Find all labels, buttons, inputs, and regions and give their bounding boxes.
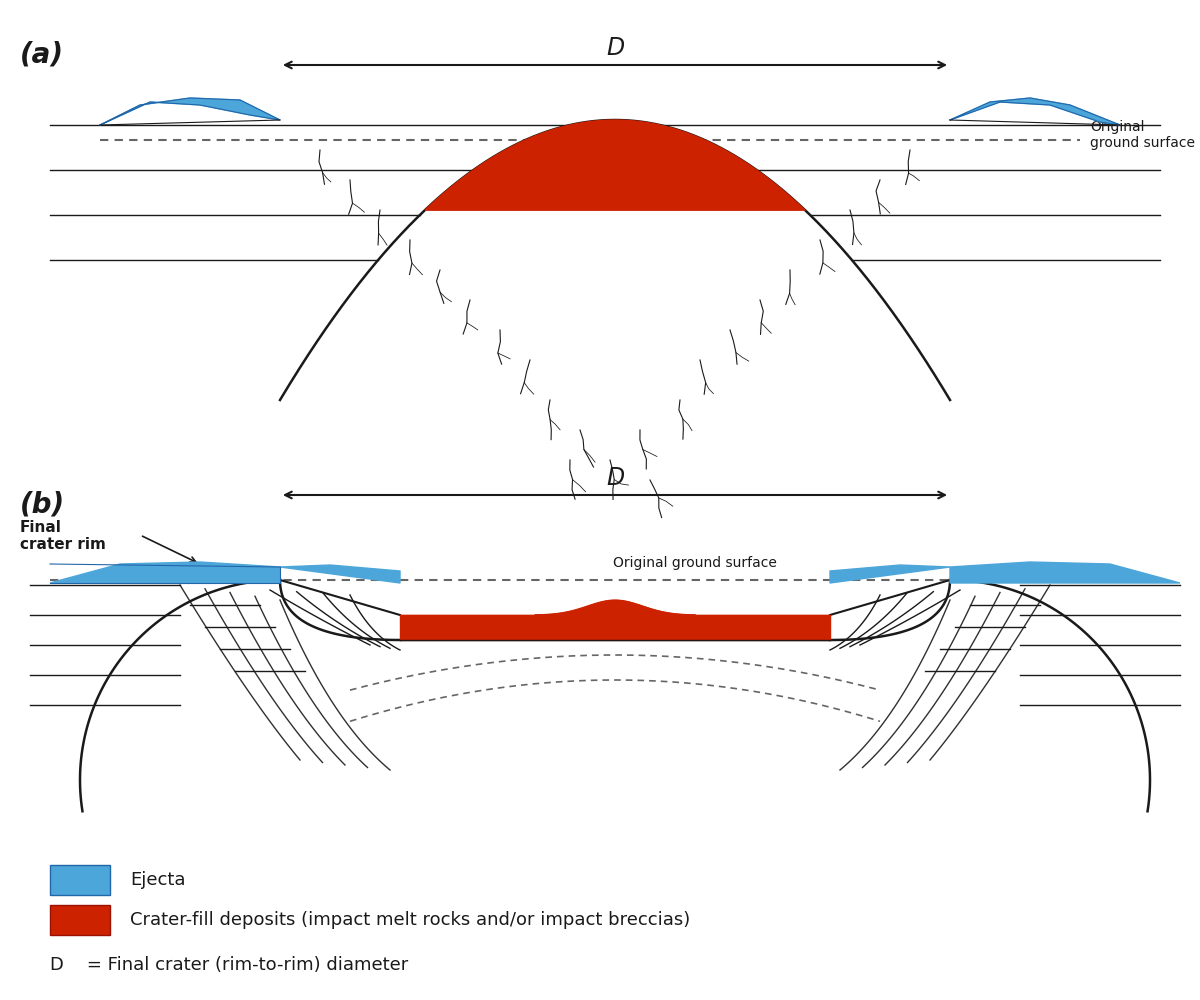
Polygon shape <box>950 98 1120 125</box>
Text: D: D <box>606 466 624 490</box>
Text: Crater-fill deposits (impact melt rocks and/or impact breccias): Crater-fill deposits (impact melt rocks … <box>130 911 690 929</box>
Polygon shape <box>425 120 805 210</box>
Text: Final
crater rim: Final crater rim <box>20 520 106 552</box>
Polygon shape <box>830 565 950 583</box>
Text: Ejecta: Ejecta <box>130 871 186 889</box>
Text: D    = Final crater (rim-to-rim) diameter: D = Final crater (rim-to-rim) diameter <box>50 956 408 974</box>
Text: Original ground surface: Original ground surface <box>613 556 776 570</box>
Polygon shape <box>100 98 280 125</box>
Text: Original
ground surface: Original ground surface <box>1090 120 1195 150</box>
Polygon shape <box>280 565 400 583</box>
Polygon shape <box>50 562 280 583</box>
Bar <box>50 865 110 895</box>
Text: (a): (a) <box>20 40 64 68</box>
Text: (b): (b) <box>20 490 65 518</box>
Polygon shape <box>950 562 1180 583</box>
Text: D: D <box>606 36 624 60</box>
Bar <box>50 905 110 935</box>
